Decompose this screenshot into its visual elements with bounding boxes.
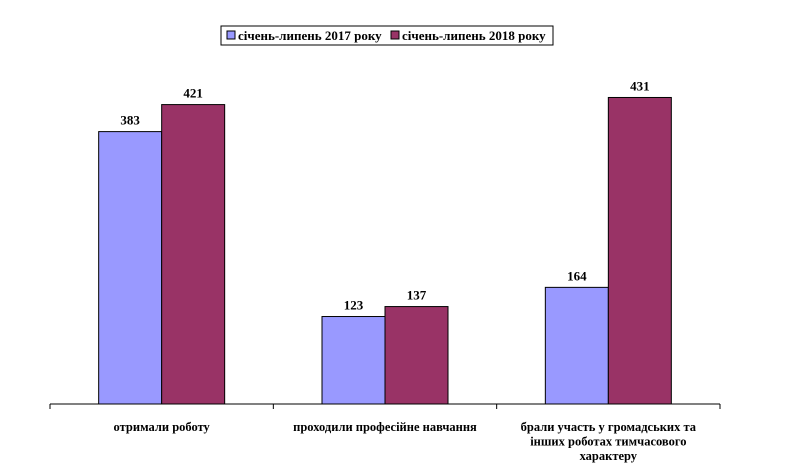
data-label: 383 [120, 113, 140, 128]
data-label: 431 [630, 78, 650, 93]
bar-2017-2 [544, 286, 609, 405]
legend-label: січень-липень 2018 року [402, 28, 546, 43]
category-labels: отримали роботу проходили професійне навч… [114, 420, 697, 463]
data-label: 421 [183, 86, 203, 101]
bar-2017-1 [321, 316, 386, 405]
data-label: 137 [407, 288, 427, 303]
legend-label: січень-липень 2017 року [238, 28, 382, 43]
category-label: проходили професійне навчання [293, 420, 477, 434]
bars [98, 96, 672, 405]
bar-2017-0 [98, 131, 163, 405]
category-label: отримали роботу [114, 420, 211, 434]
legend-box [220, 25, 554, 46]
bar-2018-2 [607, 96, 672, 405]
data-label: 123 [344, 298, 364, 313]
bar-2018-0 [161, 104, 226, 405]
value-labels: 383 421 123 137 164 431 [120, 78, 649, 312]
legend: січень-липень 2017 року січень-липень 201… [220, 25, 554, 46]
legend-swatch [390, 30, 400, 40]
x-ticks [49, 404, 721, 409]
data-label: 164 [567, 268, 587, 283]
legend-swatch [226, 30, 236, 40]
bar-2018-1 [384, 306, 449, 405]
category-label: брали участь у громадських та інших робот… [521, 420, 697, 463]
